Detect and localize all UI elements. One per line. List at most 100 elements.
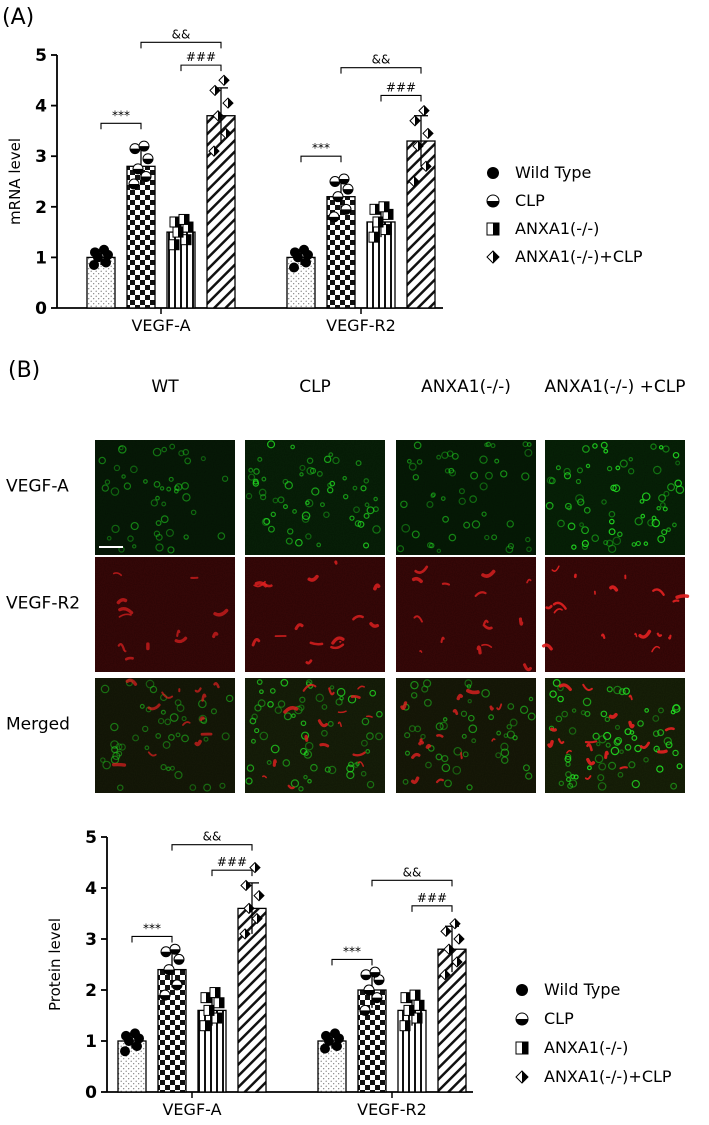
data-point xyxy=(220,127,232,140)
bar xyxy=(126,165,156,309)
data-point xyxy=(203,1004,215,1016)
data-point xyxy=(208,145,220,157)
data-point xyxy=(321,1030,331,1041)
y-tick-label: 0 xyxy=(85,1083,97,1103)
column-header: WT xyxy=(151,377,179,397)
data-point xyxy=(368,231,380,243)
data-point xyxy=(449,917,461,930)
data-point xyxy=(411,1012,423,1024)
significance-bracket xyxy=(340,67,422,74)
row-label: VEGF-A xyxy=(6,477,69,497)
significance-bracket xyxy=(100,122,142,130)
bar xyxy=(206,115,236,309)
significance-label: ### xyxy=(217,855,247,869)
data-point xyxy=(440,925,452,938)
data-point xyxy=(243,902,255,915)
panel-b-label: (B) xyxy=(8,358,40,383)
significance-bracket xyxy=(131,935,173,943)
x-tick-label: VEGF-R2 xyxy=(326,316,396,335)
data-point xyxy=(173,953,185,965)
data-point xyxy=(240,879,252,892)
legend-label: ANXA1(-/-)+CLP xyxy=(515,247,643,266)
data-point xyxy=(132,163,144,175)
data-point xyxy=(239,928,251,940)
row-label: VEGF-R2 xyxy=(6,594,80,614)
data-point xyxy=(443,943,455,955)
data-point xyxy=(251,912,263,925)
micrograph-image xyxy=(245,440,385,555)
data-point xyxy=(178,213,190,225)
data-point xyxy=(409,115,421,127)
legend-label: Wild Type xyxy=(544,980,620,999)
data-point xyxy=(101,257,111,268)
y-tick-label: 1 xyxy=(85,1032,97,1052)
data-point xyxy=(222,97,234,109)
legend-marker xyxy=(487,167,499,179)
x-tick-label: VEGF-A xyxy=(131,316,190,335)
y-tick-label: 3 xyxy=(35,147,47,167)
data-point xyxy=(403,1004,415,1016)
legend-label: CLP xyxy=(544,1009,574,1028)
y-tick-label: 1 xyxy=(35,248,47,268)
micrograph-image xyxy=(396,440,536,555)
data-point xyxy=(329,176,341,187)
significance-bracket xyxy=(211,869,253,877)
data-point xyxy=(372,216,384,228)
data-point xyxy=(253,889,265,902)
micrograph-image xyxy=(245,557,385,672)
data-point xyxy=(371,992,383,1004)
y-tick-label: 2 xyxy=(85,981,97,1001)
bar xyxy=(406,140,436,309)
data-point xyxy=(332,191,344,203)
data-point xyxy=(213,997,225,1009)
significance-label: && xyxy=(203,830,222,844)
data-point xyxy=(120,1046,130,1057)
micrograph-image xyxy=(396,557,536,672)
data-point xyxy=(439,968,451,981)
data-point xyxy=(130,1028,140,1039)
data-point xyxy=(451,956,463,968)
data-point xyxy=(399,1020,411,1032)
legend-marker xyxy=(515,1070,529,1084)
significance-label: ### xyxy=(186,50,216,64)
data-point xyxy=(299,244,309,255)
micrograph-image xyxy=(95,440,235,555)
data-point xyxy=(338,173,350,185)
significance-bracket xyxy=(140,41,222,49)
legend-marker xyxy=(486,250,500,264)
significance-bracket xyxy=(411,905,453,912)
y-axis-label: Protein level xyxy=(46,918,64,1011)
panel-a-label: (A) xyxy=(2,5,34,30)
data-point xyxy=(160,946,172,958)
legend-label: ANXA1(-/-)+CLP xyxy=(544,1067,672,1086)
data-point xyxy=(89,259,99,270)
micrograph-image xyxy=(245,678,385,793)
data-point xyxy=(90,247,100,258)
data-point xyxy=(172,226,184,238)
data-point xyxy=(320,1043,330,1054)
data-point xyxy=(332,1041,342,1052)
data-point xyxy=(159,989,171,1001)
data-point xyxy=(211,1012,223,1024)
legend-label: ANXA1(-/-) xyxy=(515,219,599,238)
data-point xyxy=(408,175,420,188)
column-header: CLP xyxy=(299,377,331,397)
data-point xyxy=(180,234,192,246)
significance-bracket xyxy=(371,879,453,887)
data-point xyxy=(218,74,230,87)
row-label: Merged xyxy=(6,715,70,735)
data-point xyxy=(163,964,175,976)
x-tick-label: VEGF-A xyxy=(162,1100,221,1119)
data-point xyxy=(169,943,181,955)
micrograph-image xyxy=(541,557,690,672)
data-point xyxy=(413,999,425,1011)
bar xyxy=(237,907,267,1093)
significance-bracket xyxy=(180,64,222,72)
data-point xyxy=(378,201,390,213)
data-point xyxy=(340,203,352,215)
data-point xyxy=(330,1028,340,1039)
data-point xyxy=(289,262,299,273)
significance-label: *** xyxy=(112,108,130,122)
data-point xyxy=(138,140,150,152)
